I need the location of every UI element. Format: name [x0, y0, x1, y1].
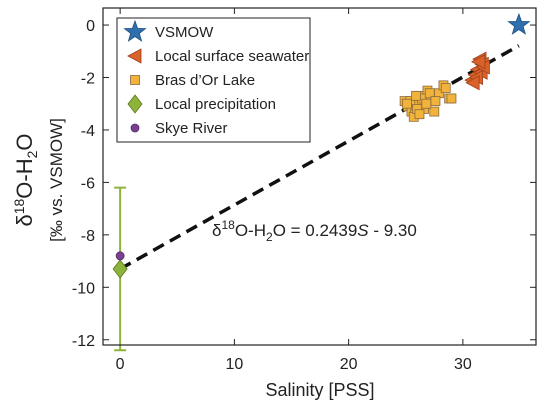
y-tick-label: -4: [81, 123, 95, 140]
star-marker: [507, 12, 531, 35]
equation-part: δ: [212, 221, 221, 240]
square-marker: [430, 96, 441, 107]
triangle-marker: [471, 54, 486, 70]
legend-label: Skye River: [155, 120, 228, 137]
y-title-part: 2: [24, 150, 40, 158]
x-tick-label: 10: [225, 356, 243, 373]
circle-marker: [115, 251, 125, 261]
y-title-part: 18: [11, 199, 27, 215]
equation-part: S: [357, 221, 369, 240]
equation-part: O-H: [235, 221, 266, 240]
y-tick-label: -2: [81, 70, 95, 87]
y-tick-label: -8: [81, 228, 95, 245]
y-title-part: O: [12, 133, 37, 150]
legend-label: Local surface seawater: [155, 48, 309, 65]
y-tick-label: 0: [86, 18, 95, 35]
square-marker: [414, 109, 425, 120]
star-marker: [123, 19, 147, 42]
x-tick-label: 0: [116, 356, 125, 373]
equation-part: 18: [221, 218, 235, 232]
equation-part: O = 0.2439: [273, 221, 358, 240]
square-marker: [411, 90, 421, 101]
y-title-part: O-H: [12, 158, 37, 198]
diamond-marker: [112, 259, 128, 279]
legend-label: VSMOW: [155, 24, 214, 41]
y-tick-label: -10: [72, 280, 95, 297]
plot-frame: [102, 7, 537, 346]
equation-part: 2: [266, 230, 273, 244]
square-marker: [401, 98, 412, 109]
circle-marker: [130, 123, 140, 133]
square-marker: [421, 98, 432, 109]
regression-line: [119, 44, 520, 271]
x-tick-label: 20: [340, 356, 358, 373]
x-axis-title: Salinity [PSS]: [265, 380, 374, 400]
triangle-marker: [465, 75, 480, 91]
equation-part: - 9.30: [369, 221, 417, 240]
legend-label: Local precipitation: [155, 96, 276, 113]
triangle-marker: [127, 48, 142, 64]
square-marker: [130, 75, 140, 85]
legend-label: Bras d’Or Lake: [155, 72, 255, 89]
y-axis-subtitle: [‰ vs. VSMOW]: [47, 118, 66, 242]
fit-equation: δ18O-H2O = 0.2439S - 9.30: [212, 218, 417, 244]
square-marker: [429, 106, 440, 117]
legend-box: [116, 17, 311, 143]
square-marker: [446, 93, 457, 104]
y-tick-label: -12: [72, 333, 95, 350]
y-title-part: δ: [12, 214, 37, 226]
diamond-marker: [127, 94, 143, 114]
square-marker: [424, 88, 435, 99]
y-tick-label: -6: [81, 175, 95, 192]
square-marker: [440, 83, 451, 93]
x-tick-label: 30: [454, 356, 472, 373]
y-axis-title: δ18O-H2O: [11, 133, 40, 226]
